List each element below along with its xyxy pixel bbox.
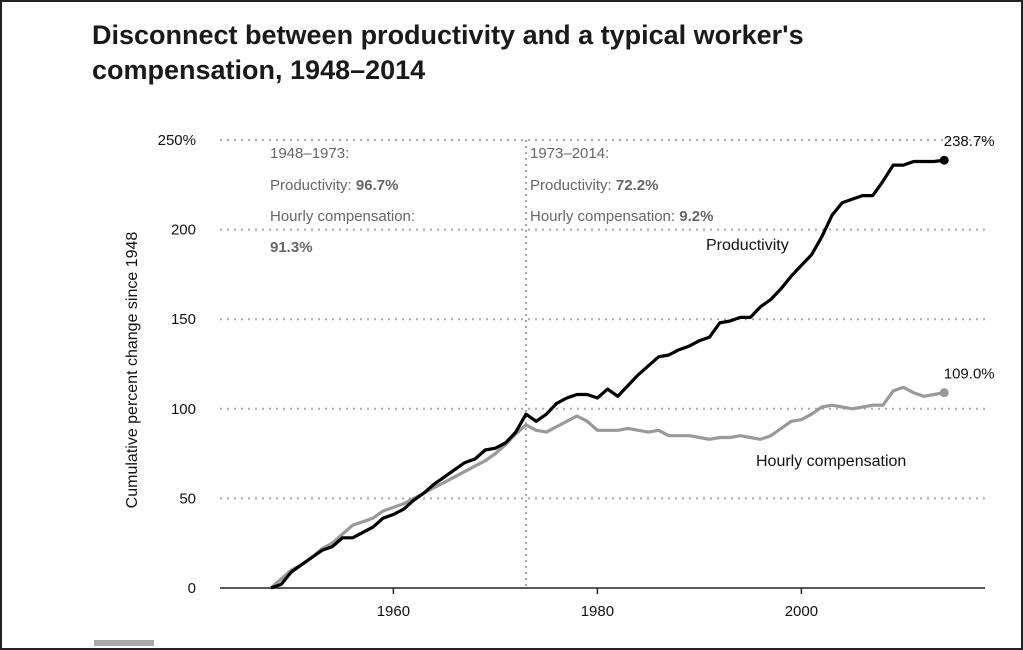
chart-title: Disconnect between productivity and a ty… — [92, 20, 804, 85]
annotation-heading: 1948–1973: — [270, 145, 349, 162]
footer-bar — [94, 640, 154, 646]
y-tick-label: 0 — [188, 580, 196, 597]
x-tick-label: 1960 — [377, 603, 410, 620]
series-productivity: 238.7% Productivity — [270, 133, 995, 590]
series-name-label: Productivity — [706, 237, 789, 254]
y-tick-label: 100 — [171, 401, 196, 418]
annotation-line: Hourly compensation: 9.2% — [530, 208, 713, 225]
y-tick-label: 50 — [179, 490, 196, 507]
x-tick-label: 2000 — [785, 603, 818, 620]
series-name-label: Hourly compensation — [756, 453, 906, 470]
annotation-line: 91.3% — [270, 239, 313, 256]
series-end-point — [939, 155, 949, 165]
annotation-2: 1973–2014: Productivity: 72.2% Hourly comp… — [530, 145, 713, 225]
annotation-line: Hourly compensation: — [270, 208, 415, 225]
series-end-point — [939, 388, 949, 398]
annotation-line: Productivity: 72.2% — [530, 177, 658, 194]
series-end-label: 238.7% — [944, 133, 995, 150]
y-axis-ticks: 0 50 100 150 200 250% — [158, 132, 196, 597]
y-tick-label: 150 — [171, 311, 196, 328]
series-end-label: 109.0% — [944, 366, 995, 383]
period-annotations: 1948–1973: Productivity: 96.7% Hourly comp… — [270, 145, 713, 256]
y-tick-label: 250% — [158, 132, 196, 149]
series-line — [269, 385, 945, 590]
x-axis: 1960 1980 2000 — [220, 587, 985, 620]
series-line — [270, 158, 945, 590]
x-tick-label: 1980 — [581, 603, 614, 620]
y-tick-label: 200 — [171, 222, 196, 239]
annotation-1: 1948–1973: Productivity: 96.7% Hourly comp… — [270, 145, 415, 256]
annotation-line: Productivity: 96.7% — [270, 177, 398, 194]
series-hourly-compensation: 109.0% Hourly compensation — [269, 366, 995, 590]
annotation-heading: 1973–2014: — [530, 145, 609, 162]
data-series: 109.0% Hourly compensation 238.7% Productiv… — [269, 133, 995, 590]
